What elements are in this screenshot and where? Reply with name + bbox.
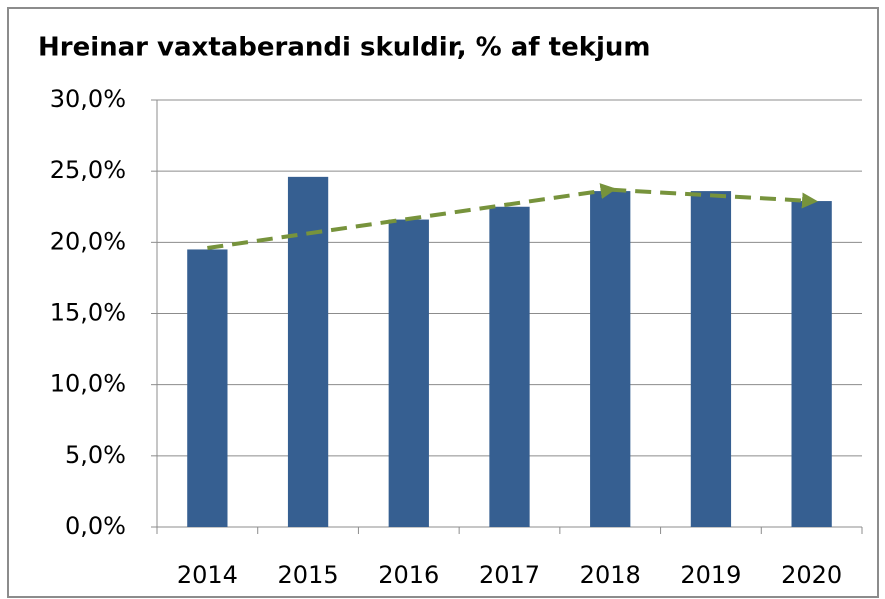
bar bbox=[690, 191, 732, 528]
chart-border bbox=[7, 7, 879, 598]
x-tick-label: 2020 bbox=[781, 561, 842, 589]
y-tick-label: 25,0% bbox=[50, 156, 126, 184]
x-tick-label: 2015 bbox=[278, 561, 339, 589]
y-tick-label: 5,0% bbox=[65, 441, 126, 469]
x-tick-label: 2017 bbox=[479, 561, 540, 589]
y-tick-label: 20,0% bbox=[50, 227, 126, 255]
y-tick-label: 30,0% bbox=[50, 85, 126, 113]
bar bbox=[590, 191, 631, 528]
y-tick-label: 0,0% bbox=[65, 512, 126, 540]
y-tick-label: 10,0% bbox=[50, 370, 126, 398]
y-tick-label: 15,0% bbox=[50, 299, 126, 327]
bar bbox=[791, 201, 832, 527]
bar bbox=[187, 249, 228, 527]
x-tick-label: 2019 bbox=[680, 561, 741, 589]
x-tick-label: 2018 bbox=[580, 561, 641, 589]
trend-arrow bbox=[610, 187, 819, 209]
x-tick-label: 2016 bbox=[378, 561, 439, 589]
trend-arrow bbox=[207, 183, 617, 251]
bar bbox=[489, 206, 530, 527]
bar bbox=[388, 219, 429, 527]
x-tick-label: 2014 bbox=[177, 561, 238, 589]
bar bbox=[287, 176, 329, 528]
chart-title: Hreinar vaxtaberandi skuldir, % af tekju… bbox=[38, 33, 651, 63]
